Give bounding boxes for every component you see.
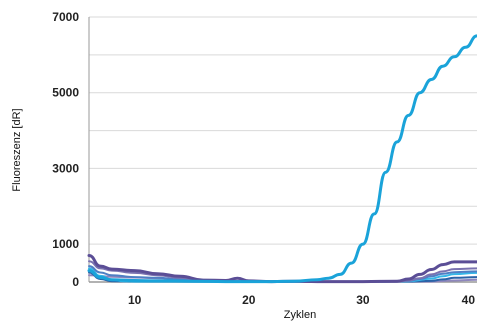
x-axis-label: Zyklen bbox=[284, 309, 316, 321]
series-lines bbox=[87, 34, 477, 284]
series-line bbox=[87, 34, 477, 284]
y-tick-label: 3000 bbox=[52, 161, 79, 175]
y-tick-label: 1000 bbox=[52, 237, 79, 251]
x-tick-label: 10 bbox=[128, 293, 142, 307]
y-tick-label: 7000 bbox=[52, 10, 79, 24]
x-tick-label: 30 bbox=[356, 293, 370, 307]
x-tick-label: 40 bbox=[462, 293, 476, 307]
y-tick-label: 5000 bbox=[52, 86, 79, 100]
grid-lines bbox=[89, 16, 477, 283]
y-tick-label: 0 bbox=[72, 275, 79, 289]
x-tick-label: 20 bbox=[242, 293, 256, 307]
y-tick-labels: 0 1000 3000 5000 7000 bbox=[52, 10, 79, 289]
y-axis-label: Fluoreszenz [dR] bbox=[11, 108, 23, 191]
x-tick-labels: 10 20 30 40 bbox=[128, 293, 475, 307]
